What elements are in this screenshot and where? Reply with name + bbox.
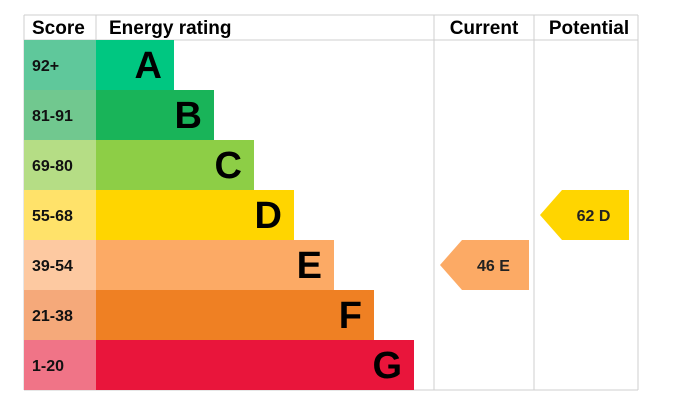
header-row: Score Energy rating Current Potential <box>32 18 629 39</box>
score-cell-c <box>24 140 96 190</box>
band-letter: A <box>135 45 162 87</box>
band-letter: D <box>255 195 282 237</box>
band-bar-b <box>96 90 214 140</box>
band-bar-g <box>96 340 414 390</box>
score-cell-f <box>24 290 96 340</box>
current-marker <box>440 240 529 290</box>
header-score: Score <box>32 18 85 39</box>
band-bar-a <box>96 40 174 90</box>
score-range-label: 55-68 <box>32 208 73 225</box>
current-rating-label: 46 E <box>477 258 510 275</box>
band-bar-f <box>96 290 374 340</box>
score-range-label: 1-20 <box>32 358 64 375</box>
score-range-label: 21-38 <box>32 308 73 325</box>
potential-marker <box>540 190 629 240</box>
band-letter: B <box>175 95 202 137</box>
band-letter: G <box>372 345 402 387</box>
score-column: 92+ 81-91 69-80 55-68 39-54 21-38 1-20 <box>24 40 96 390</box>
header-current: Current <box>450 18 519 39</box>
score-cell-d <box>24 190 96 240</box>
header-energy-rating: Energy rating <box>109 18 231 39</box>
band-letter: C <box>215 145 242 187</box>
band-bar-c <box>96 140 254 190</box>
band-letter: F <box>339 295 362 337</box>
band-bar-d <box>96 190 294 240</box>
score-range-label: 39-54 <box>32 258 73 275</box>
header-potential: Potential <box>549 18 629 39</box>
score-range-label: 69-80 <box>32 158 73 175</box>
potential-rating-label: 62 D <box>577 208 611 225</box>
score-cell-a <box>24 40 96 90</box>
band-bar-e <box>96 240 334 290</box>
score-cell-e <box>24 240 96 290</box>
score-cell-b <box>24 90 96 140</box>
score-cell-g <box>24 340 96 390</box>
band-letter: E <box>297 245 322 287</box>
rating-markers: 46 E 62 D <box>440 190 629 290</box>
score-range-label: 92+ <box>32 58 59 75</box>
score-range-label: 81-91 <box>32 108 73 125</box>
